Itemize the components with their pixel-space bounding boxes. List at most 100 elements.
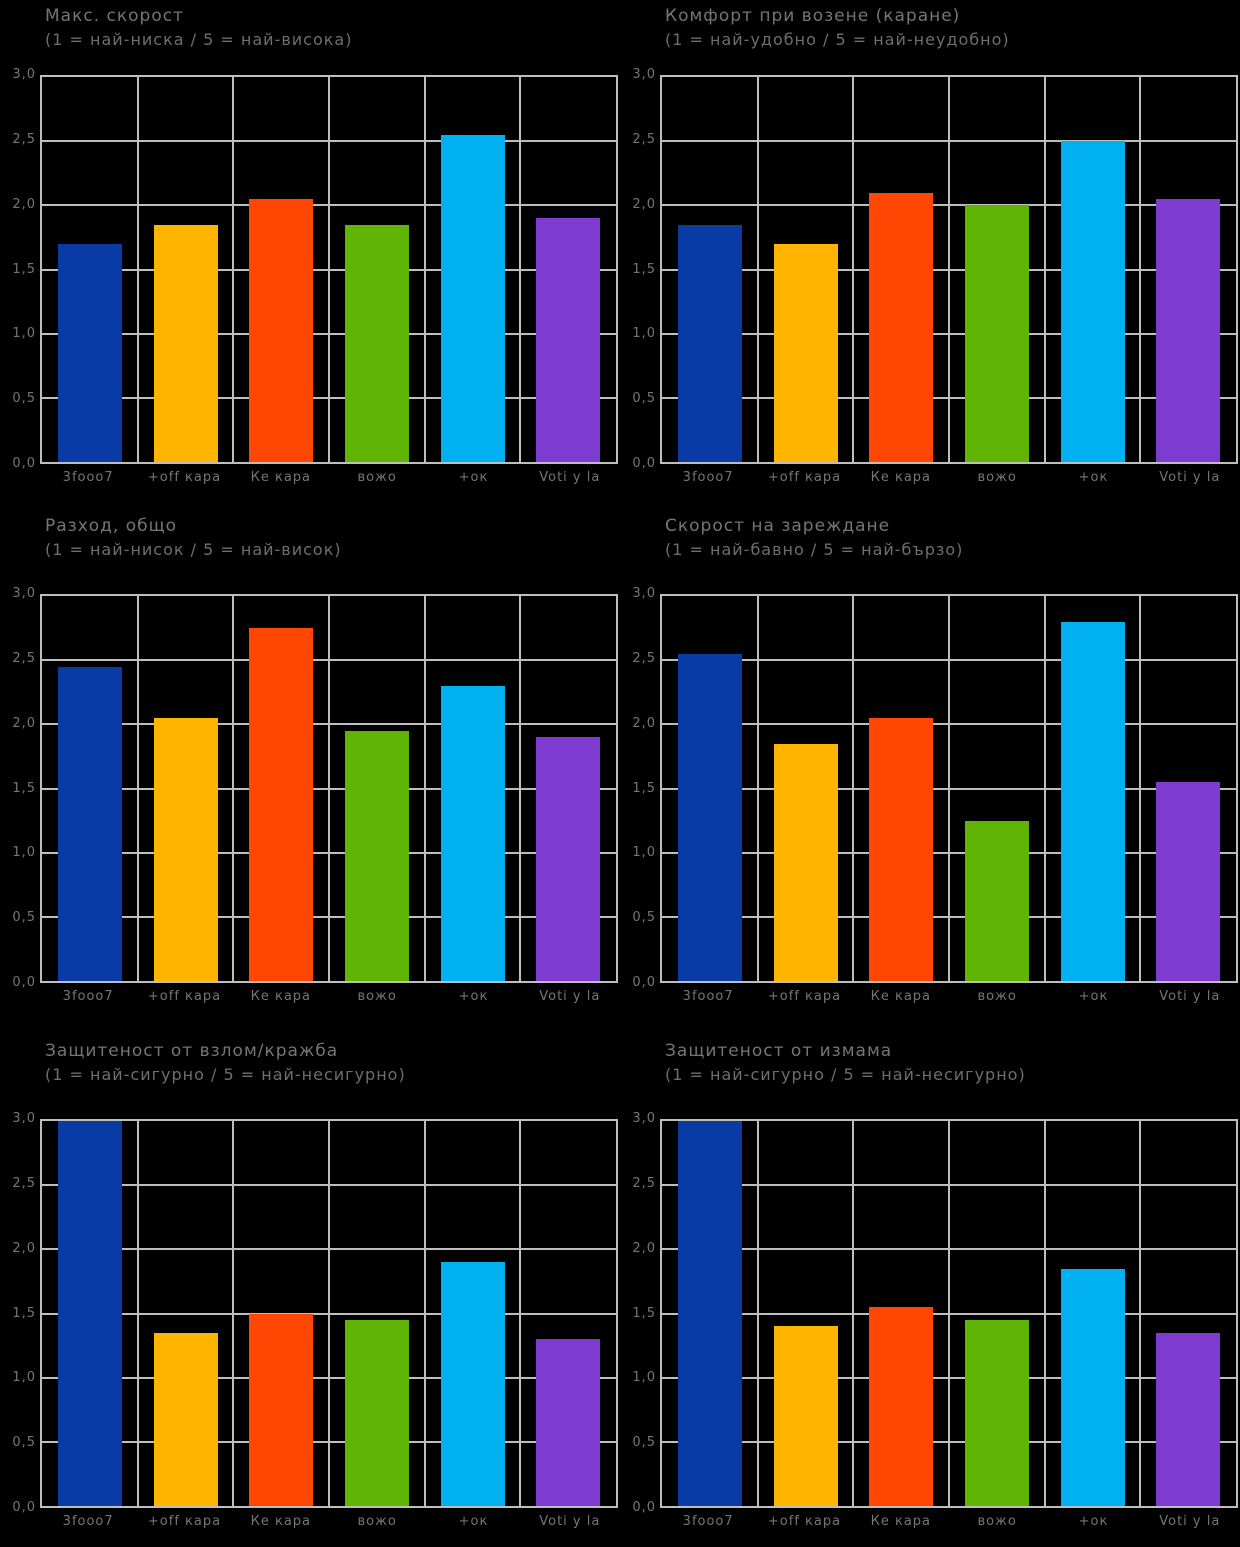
gridline-vertical — [948, 77, 950, 462]
chart-title-block: Макс. скорост (1 = най-ниска / 5 = най-в… — [45, 4, 352, 51]
x-axis-label: +ок — [458, 470, 489, 485]
chart-title: Разход, общо — [45, 516, 178, 536]
gridline-vertical — [1043, 1121, 1046, 1506]
x-axis-label: +ок — [1078, 1514, 1109, 1529]
y-tick-label: 0,5 — [12, 910, 36, 926]
bar-amber — [153, 224, 218, 462]
x-axis-label: +off кара — [767, 470, 842, 485]
chart-subtitle: (1 = най-сигурно / 5 = най-несигурно) — [45, 1065, 406, 1084]
x-axis-label: вожо — [357, 1514, 397, 1529]
y-tick-label: 0,5 — [12, 1435, 36, 1451]
x-axis-label: Voti у la — [1159, 989, 1221, 1004]
bar-green — [964, 820, 1029, 981]
bar-cyan — [1060, 621, 1125, 981]
y-tick-label: 2,5 — [632, 650, 656, 666]
gridline-vertical — [1139, 596, 1142, 981]
y-tick-label: 3,0 — [12, 67, 36, 82]
bar-green — [344, 224, 409, 462]
x-axis-label: +off кара — [767, 1514, 842, 1529]
bar-green — [964, 205, 1029, 462]
plot-area — [40, 1119, 618, 1508]
y-tick-label: 2,5 — [632, 131, 656, 147]
chart-title: Комфорт при возене (каране) — [665, 6, 961, 26]
bar-cyan — [440, 685, 505, 981]
chart-charging-speed: Скорост на зареждане (1 = най-бавно / 5 … — [620, 510, 1240, 1020]
y-tick-label: 2,0 — [12, 715, 36, 731]
bar-purple — [536, 218, 601, 462]
plot-area — [40, 594, 618, 983]
y-tick-label: 2,5 — [12, 650, 36, 666]
bar-dark-blue — [677, 653, 742, 981]
x-axis-labels: 3fooo7 +off кара Ке кара вожо +ок Voti у la — [40, 1514, 618, 1529]
y-tick-label: 0,0 — [632, 975, 656, 990]
bar-purple — [536, 737, 601, 981]
y-tick-label: 2,0 — [632, 196, 656, 212]
x-axis-label: Ке кара — [870, 989, 932, 1004]
y-tick-label: 3,0 — [632, 586, 656, 601]
x-axis-label: 3fooo7 — [682, 1514, 734, 1529]
gridline-vertical — [1043, 596, 1046, 981]
x-axis-label: +ок — [1078, 470, 1109, 485]
y-tick-label: 2,0 — [12, 196, 36, 212]
bar-cyan — [440, 1262, 505, 1506]
y-tick-label: 1,0 — [632, 1370, 656, 1386]
bar-cyan — [1060, 1268, 1125, 1506]
bar-amber — [153, 1332, 218, 1506]
y-tick-label: 0,0 — [12, 975, 36, 990]
gridline-horizontal — [42, 1376, 616, 1379]
gridline-horizontal — [662, 1440, 1236, 1443]
x-axis-label: Voti у la — [539, 1514, 601, 1529]
x-axis-labels: 3fooo7 +off кара Ке кара вожо +ок Voti у la — [660, 1514, 1238, 1529]
y-axis-ticks: 3,0 2,5 2,0 1,5 1,0 0,5 0,0 — [620, 67, 656, 471]
y-tick-label: 1,0 — [12, 1370, 36, 1386]
bar-cyan — [440, 134, 505, 462]
chart-title-block: Скорост на зареждане (1 = най-бавно / 5 … — [665, 514, 963, 561]
chart-title-block: Защитеност от взлом/кражба (1 = най-сигу… — [45, 1039, 406, 1086]
x-axis-label: вожо — [977, 470, 1017, 485]
chart-title: Защитеност от измама — [665, 1041, 893, 1061]
y-tick-label: 0,5 — [632, 391, 656, 407]
chart-title: Защитеност от взлом/кражба — [45, 1041, 339, 1061]
x-axis-label: Voti у la — [539, 470, 601, 485]
gridline-vertical — [328, 596, 330, 981]
bar-green — [344, 730, 409, 981]
x-axis-label: 3fooo7 — [62, 470, 114, 485]
chart-subtitle: (1 = най-сигурно / 5 = най-несигурно) — [665, 1065, 1026, 1084]
x-axis-label: Ке кара — [250, 1514, 312, 1529]
y-tick-label: 2,5 — [12, 131, 36, 147]
gridline-vertical — [1043, 77, 1046, 462]
chart-subtitle: (1 = най-нисок / 5 = най-висок) — [45, 540, 342, 559]
y-tick-label: 3,0 — [12, 586, 36, 601]
chart-title-block: Защитеност от измама (1 = най-сигурно / … — [665, 1039, 1026, 1086]
gridline-vertical — [328, 1121, 330, 1506]
x-axis-label: +off кара — [147, 989, 222, 1004]
y-tick-label: 1,0 — [632, 326, 656, 342]
plot-area — [660, 1119, 1238, 1508]
gridline-vertical — [423, 1121, 426, 1506]
gridline-horizontal — [662, 396, 1236, 399]
x-axis-label: Voti у la — [1159, 1514, 1221, 1529]
x-axis-labels: 3fooo7 +off кара Ке кара вожо +ок Voti у la — [660, 470, 1238, 485]
bar-red-orange — [869, 1307, 934, 1506]
x-axis-label: Ке кара — [870, 470, 932, 485]
bar-purple — [1156, 1332, 1221, 1506]
gridline-horizontal — [42, 332, 616, 335]
y-tick-label: 2,5 — [632, 1175, 656, 1191]
chart-theft-protection: Защитеност от взлом/кражба (1 = най-сигу… — [0, 1035, 620, 1545]
chart-title: Скорост на зареждане — [665, 516, 891, 536]
gridline-horizontal — [662, 851, 1236, 854]
y-tick-label: 3,0 — [12, 1111, 36, 1126]
y-tick-label: 1,0 — [12, 845, 36, 861]
chart-subtitle: (1 = най-удобно / 5 = най-неудобно) — [665, 30, 1010, 49]
gridline-vertical — [1139, 1121, 1142, 1506]
bar-red-orange — [869, 717, 934, 981]
y-axis-ticks: 3,0 2,5 2,0 1,5 1,0 0,5 0,0 — [0, 586, 36, 990]
x-axis-label: Voti у la — [539, 989, 601, 1004]
x-axis-label: вожо — [357, 989, 397, 1004]
y-tick-label: 1,5 — [12, 780, 36, 796]
gridline-vertical — [423, 77, 426, 462]
bar-dark-blue — [677, 1121, 742, 1506]
bar-dark-blue — [57, 666, 122, 981]
bar-amber — [773, 1326, 838, 1506]
y-tick-label: 1,5 — [632, 1305, 656, 1321]
